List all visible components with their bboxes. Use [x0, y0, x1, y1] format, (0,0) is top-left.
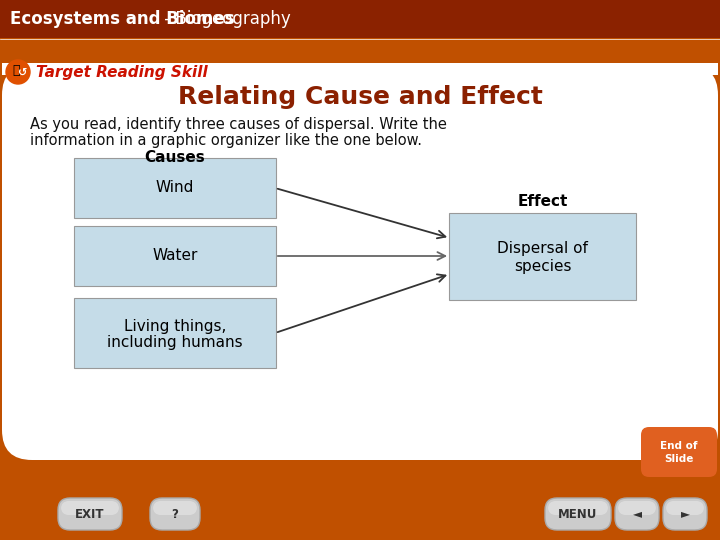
FancyBboxPatch shape: [61, 501, 119, 515]
FancyBboxPatch shape: [2, 65, 718, 460]
FancyBboxPatch shape: [663, 498, 707, 530]
FancyBboxPatch shape: [548, 501, 608, 515]
Text: End of: End of: [660, 441, 698, 451]
Text: ◄: ◄: [632, 508, 642, 521]
Text: information in a graphic organizer like the one below.: information in a graphic organizer like …: [30, 132, 422, 147]
Text: Dispersal of: Dispersal of: [497, 240, 588, 255]
Text: ►: ►: [680, 508, 690, 521]
FancyBboxPatch shape: [0, 478, 720, 540]
Text: Living things,: Living things,: [124, 320, 226, 334]
FancyBboxPatch shape: [153, 501, 197, 515]
FancyBboxPatch shape: [150, 498, 200, 530]
Text: EXIT: EXIT: [76, 508, 104, 521]
Text: Ecosystems and Biomes: Ecosystems and Biomes: [10, 10, 235, 28]
FancyBboxPatch shape: [615, 498, 659, 530]
Text: - Biogeography: - Biogeography: [159, 10, 291, 28]
FancyBboxPatch shape: [666, 501, 704, 515]
Text: species: species: [514, 259, 571, 273]
Text: Effect: Effect: [517, 193, 567, 208]
Text: As you read, identify three causes of dispersal. Write the: As you read, identify three causes of di…: [30, 118, 447, 132]
Text: Slide: Slide: [665, 454, 693, 464]
Text: 🔥: 🔥: [12, 64, 19, 78]
Text: MENU: MENU: [558, 508, 598, 521]
FancyBboxPatch shape: [2, 63, 718, 75]
FancyBboxPatch shape: [74, 226, 276, 286]
Text: Causes: Causes: [145, 151, 205, 165]
Text: ?: ?: [171, 508, 179, 521]
Text: Water: Water: [153, 248, 198, 264]
Text: including humans: including humans: [107, 335, 243, 350]
FancyBboxPatch shape: [58, 498, 122, 530]
FancyBboxPatch shape: [74, 158, 276, 218]
Text: Relating Cause and Effect: Relating Cause and Effect: [178, 85, 542, 109]
Text: ↺: ↺: [17, 68, 27, 78]
FancyBboxPatch shape: [0, 38, 720, 488]
Circle shape: [6, 60, 30, 84]
Text: Wind: Wind: [156, 180, 194, 195]
FancyBboxPatch shape: [449, 213, 636, 300]
FancyBboxPatch shape: [641, 427, 717, 477]
FancyBboxPatch shape: [618, 501, 656, 515]
Text: Target Reading Skill: Target Reading Skill: [36, 64, 208, 79]
FancyBboxPatch shape: [545, 498, 611, 530]
FancyBboxPatch shape: [74, 298, 276, 368]
FancyBboxPatch shape: [0, 0, 720, 38]
